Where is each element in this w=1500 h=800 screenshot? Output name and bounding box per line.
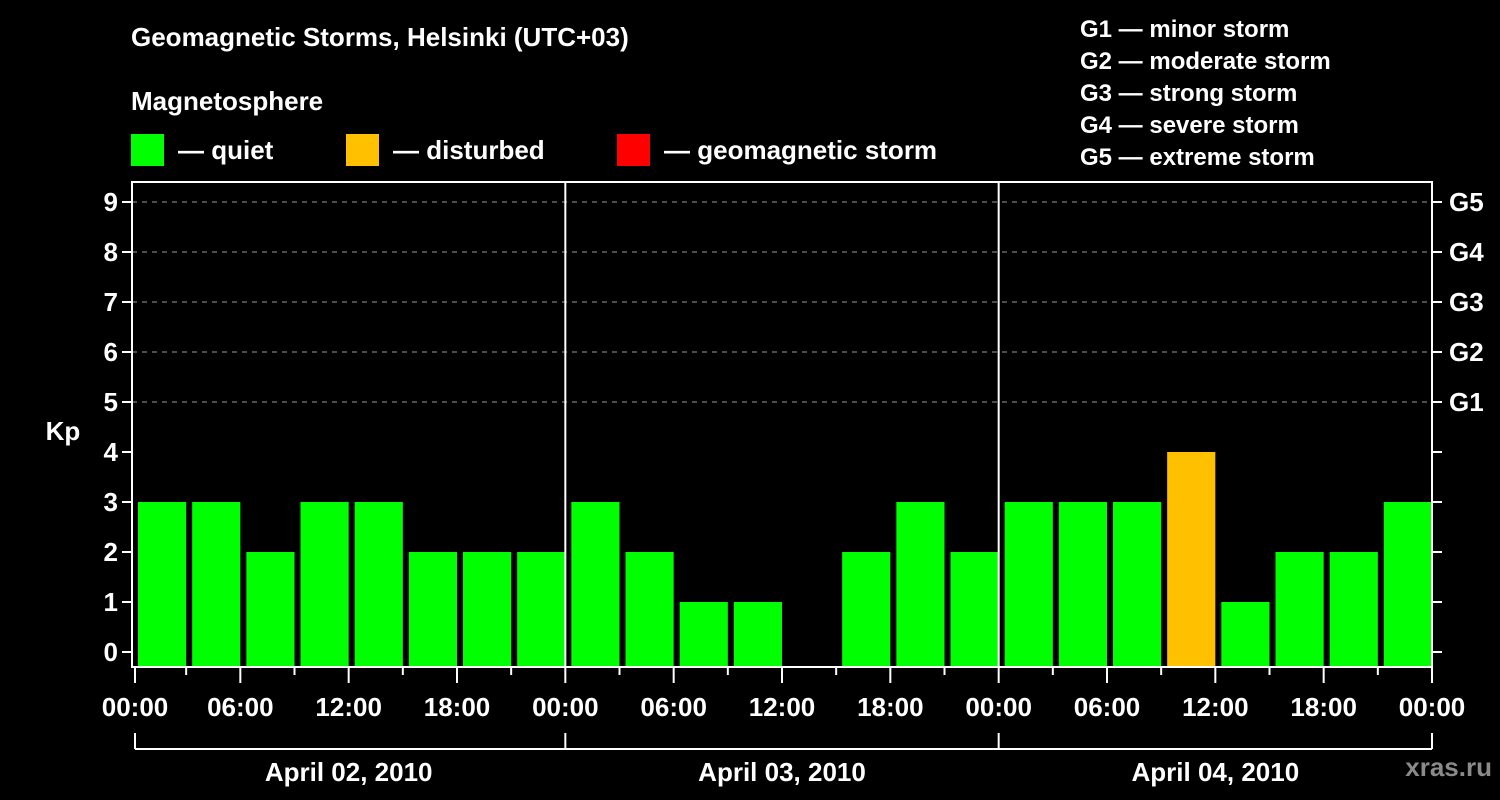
x-tick-label: 06:00 — [640, 692, 707, 722]
kp-bar — [517, 552, 566, 667]
kp-bar — [733, 602, 782, 667]
kp-bar — [896, 502, 945, 667]
y2-tick-label: G2 — [1449, 337, 1484, 367]
x-tick-label: 12:00 — [1182, 692, 1249, 722]
y2-tick-label: G4 — [1449, 237, 1484, 267]
legend-label: — disturbed — [393, 134, 545, 165]
x-tick-label: 00:00 — [965, 692, 1032, 722]
y-tick-label: 1 — [104, 587, 118, 617]
y-axis-label: Kp — [46, 416, 81, 446]
kp-bar — [354, 502, 403, 667]
y-tick-label: 9 — [104, 187, 118, 217]
y-tick-label: 2 — [104, 537, 118, 567]
kp-bar — [1113, 502, 1162, 667]
y-tick-label: 8 — [104, 237, 118, 267]
x-tick-label: 18:00 — [857, 692, 924, 722]
x-tick-label: 00:00 — [532, 692, 599, 722]
chart-subtitle: Magnetosphere — [131, 86, 324, 116]
legend-item-disturbed: — disturbed — [346, 134, 545, 166]
kp-bar — [625, 552, 674, 667]
y-tick-label: 7 — [104, 287, 118, 317]
disturbed-swatch-icon — [346, 134, 379, 166]
kp-bar — [408, 552, 457, 667]
day-label: April 02, 2010 — [265, 757, 433, 787]
legend-label: — geomagnetic storm — [664, 134, 938, 165]
storm-scale-g3: G3 — strong storm — [1080, 80, 1298, 107]
kp-bar — [1058, 502, 1107, 667]
kp-bar — [1004, 502, 1053, 667]
kp-bar — [1275, 552, 1324, 667]
kp-bar — [1383, 502, 1432, 667]
chart-title: Geomagnetic Storms, Helsinki (UTC+03) — [131, 22, 629, 52]
x-tick-label: 12:00 — [749, 692, 816, 722]
kp-bar — [1167, 452, 1216, 667]
kp-bar — [463, 552, 512, 667]
kp-bar — [842, 552, 891, 667]
day-label: April 03, 2010 — [698, 757, 866, 787]
x-tick-label: 12:00 — [315, 692, 382, 722]
kp-bar — [571, 502, 620, 667]
y-tick-label: 4 — [104, 437, 119, 467]
kp-bar — [679, 602, 728, 667]
kp-bar — [138, 502, 187, 667]
y2-tick-label: G5 — [1449, 187, 1484, 217]
day-label: April 04, 2010 — [1132, 757, 1300, 787]
quiet-swatch-icon — [131, 134, 164, 166]
legend-item-storm: — geomagnetic storm — [617, 134, 937, 166]
storm-scale-g1: G1 — minor storm — [1080, 16, 1290, 43]
kp-bar — [1329, 552, 1378, 667]
x-tick-label: 00:00 — [1399, 692, 1466, 722]
x-tick-label: 00:00 — [102, 692, 169, 722]
storm-swatch-icon — [617, 134, 650, 166]
kp-bar — [192, 502, 241, 667]
y2-tick-label: G1 — [1449, 387, 1484, 417]
kp-bar — [950, 552, 999, 667]
y-tick-label: 6 — [104, 337, 118, 367]
storm-scale-g5: G5 — extreme storm — [1080, 144, 1315, 171]
kp-bar — [1221, 602, 1270, 667]
y-tick-label: 5 — [104, 387, 118, 417]
kp-bar — [246, 552, 295, 667]
legend-item-quiet: — quiet — [131, 134, 273, 166]
storm-scale-g2: G2 — moderate storm — [1080, 48, 1331, 75]
x-tick-label: 18:00 — [1290, 692, 1357, 722]
watermark: xras.ru — [1405, 752, 1492, 782]
y2-tick-label: G3 — [1449, 287, 1484, 317]
y-tick-label: 0 — [104, 637, 118, 667]
storm-scale-legend: G1 — minor storm G2 — moderate storm G3 … — [1080, 14, 1331, 174]
x-tick-label: 18:00 — [424, 692, 491, 722]
x-tick-label: 06:00 — [1074, 692, 1141, 722]
storm-scale-g4: G4 — severe storm — [1080, 112, 1299, 139]
kp-bar — [300, 502, 349, 667]
legend-label: — quiet — [178, 134, 274, 165]
y-tick-label: 3 — [104, 487, 118, 517]
x-tick-label: 06:00 — [207, 692, 274, 722]
